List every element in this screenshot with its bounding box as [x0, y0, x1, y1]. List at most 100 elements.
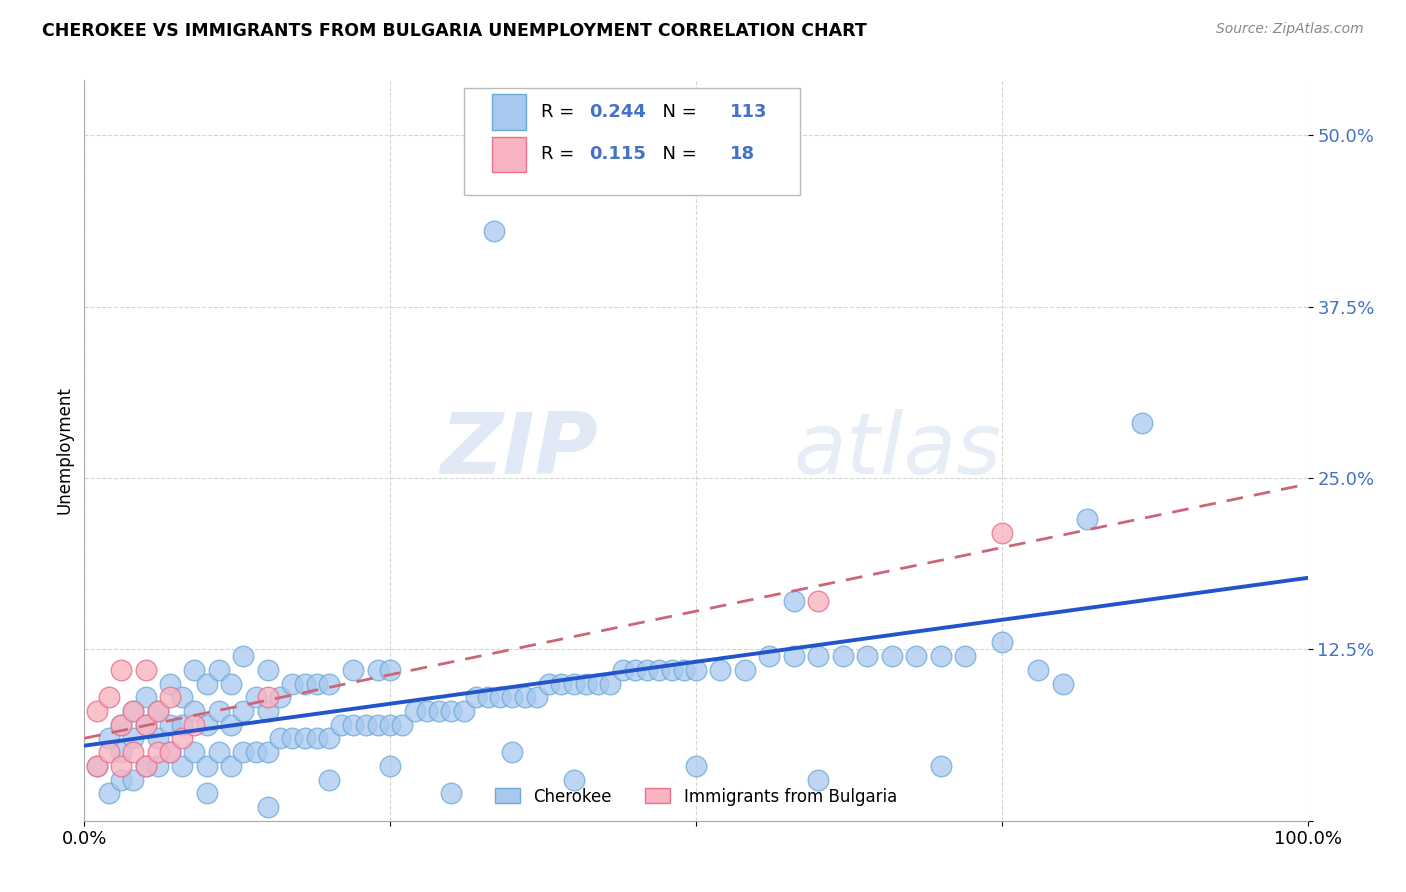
Point [502, 745, 524, 759]
Point [172, 731, 194, 746]
Point [110, 759, 132, 773]
Point [318, 772, 340, 787]
Point [440, 704, 463, 718]
Point [172, 717, 194, 731]
Point [86, 759, 108, 773]
Point [86, 759, 108, 773]
Point [110, 772, 132, 787]
Point [391, 717, 413, 731]
Point [831, 649, 853, 664]
Point [991, 525, 1014, 540]
Point [489, 690, 512, 705]
Point [807, 772, 830, 787]
FancyBboxPatch shape [492, 136, 526, 172]
Point [318, 731, 340, 746]
Point [612, 663, 634, 677]
Point [464, 690, 486, 705]
Point [440, 786, 463, 800]
Point [1132, 416, 1154, 430]
Text: R =: R = [541, 145, 579, 163]
Point [1028, 663, 1050, 677]
Point [538, 676, 561, 690]
Point [146, 759, 169, 773]
Point [562, 676, 585, 690]
Point [135, 717, 157, 731]
Point [502, 690, 524, 705]
Text: 0.115: 0.115 [589, 145, 647, 163]
Text: 18: 18 [730, 145, 755, 163]
Point [354, 717, 377, 731]
Point [856, 649, 879, 664]
Point [330, 717, 353, 731]
Point [110, 717, 132, 731]
Point [183, 663, 205, 677]
Point [342, 717, 364, 731]
Point [232, 649, 254, 664]
Legend: Cherokee, Immigrants from Bulgaria: Cherokee, Immigrants from Bulgaria [488, 781, 904, 813]
Point [281, 731, 304, 746]
Text: ZIP: ZIP [440, 409, 598, 492]
Point [685, 663, 707, 677]
Text: N =: N = [651, 103, 702, 121]
FancyBboxPatch shape [464, 87, 800, 195]
Point [245, 690, 267, 705]
Point [269, 731, 291, 746]
Text: R =: R = [541, 103, 579, 121]
Point [905, 649, 928, 664]
Point [526, 690, 548, 705]
Point [146, 745, 169, 759]
Point [232, 704, 254, 718]
Point [427, 704, 450, 718]
Point [122, 704, 145, 718]
Point [97, 745, 120, 759]
Point [380, 663, 402, 677]
Point [783, 649, 806, 664]
Point [636, 663, 658, 677]
Point [135, 759, 157, 773]
Point [513, 690, 536, 705]
Point [380, 717, 402, 731]
Point [672, 663, 695, 677]
Point [416, 704, 439, 718]
Text: CHEROKEE VS IMMIGRANTS FROM BULGARIA UNEMPLOYMENT CORRELATION CHART: CHEROKEE VS IMMIGRANTS FROM BULGARIA UNE… [42, 22, 868, 40]
Point [281, 676, 304, 690]
Point [318, 676, 340, 690]
Point [172, 690, 194, 705]
Point [305, 731, 328, 746]
Point [783, 594, 806, 608]
Point [367, 717, 389, 731]
Point [666, 169, 689, 184]
Point [208, 663, 231, 677]
Point [342, 663, 364, 677]
Point [648, 663, 671, 677]
Point [122, 745, 145, 759]
Point [159, 717, 181, 731]
Point [195, 676, 218, 690]
Point [991, 635, 1014, 649]
Point [734, 663, 756, 677]
Point [172, 759, 194, 773]
Point [122, 731, 145, 746]
Point [1076, 512, 1098, 526]
Point [294, 676, 316, 690]
Point [183, 717, 205, 731]
Point [146, 704, 169, 718]
Point [219, 717, 242, 731]
FancyBboxPatch shape [492, 95, 526, 130]
Point [269, 690, 291, 705]
Point [929, 759, 952, 773]
Point [86, 704, 108, 718]
Point [110, 717, 132, 731]
Point [257, 663, 280, 677]
Point [305, 676, 328, 690]
Point [122, 772, 145, 787]
Point [599, 676, 621, 690]
Point [159, 690, 181, 705]
Text: N =: N = [651, 145, 702, 163]
Point [807, 594, 830, 608]
Point [159, 676, 181, 690]
Point [562, 772, 585, 787]
Point [880, 649, 903, 664]
Point [135, 663, 157, 677]
Point [97, 786, 120, 800]
